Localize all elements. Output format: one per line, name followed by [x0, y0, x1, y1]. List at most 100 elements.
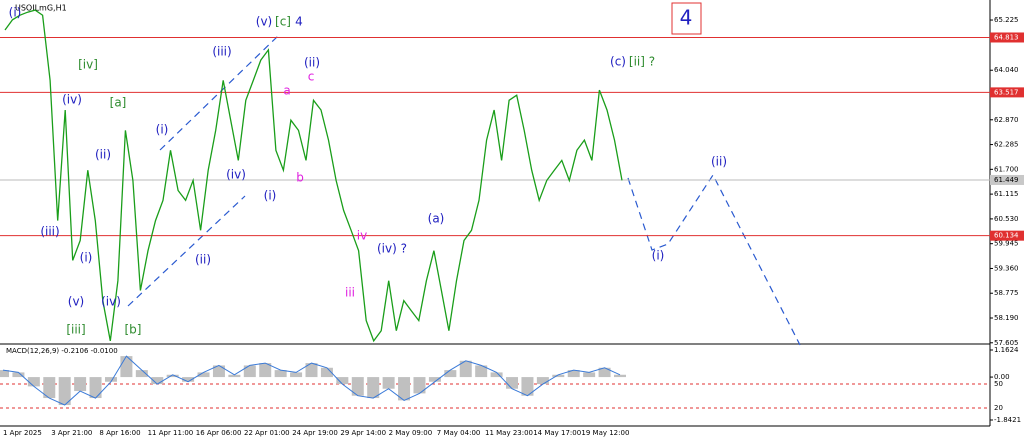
x-tick-label: 16 Apr 06:00	[196, 429, 242, 437]
macd-bar	[74, 377, 87, 392]
macd-bar	[583, 372, 596, 378]
level-label: 60.134	[994, 232, 1019, 240]
wave-label: [ii] ?	[629, 55, 655, 69]
macd-bar	[243, 365, 256, 378]
macd-bar	[398, 377, 411, 401]
osc-level-label: 20	[994, 404, 1003, 412]
wave-label: [iii]	[66, 323, 85, 337]
y-tick-label: 62.870	[994, 116, 1019, 124]
macd-bar	[614, 374, 626, 378]
wave-label: (a)	[428, 212, 445, 226]
wave-label: (i)	[80, 251, 93, 265]
y-tick-label: 57.605	[994, 339, 1019, 347]
x-tick-label: 14 May 17:00	[533, 429, 581, 437]
wave-label: a	[283, 84, 290, 98]
level-tag	[990, 32, 1024, 43]
macd-bar	[43, 377, 56, 399]
level-label: 64.813	[994, 33, 1019, 41]
badge: 4	[680, 6, 693, 30]
macd-bar	[536, 377, 549, 385]
wave-label: (iv)	[62, 93, 82, 107]
macd-line	[2, 355, 621, 406]
y-tick-label: 58.775	[994, 289, 1019, 297]
macd-bar	[182, 377, 195, 382]
macd-bar	[166, 374, 179, 378]
macd-tick-label: -1.8421	[994, 416, 1021, 424]
current-price-label: 61.449	[994, 176, 1019, 184]
wave-label: (iv) ?	[377, 242, 407, 256]
symbol: USOILmG,H1	[15, 4, 67, 13]
macd-bar	[228, 374, 241, 378]
x-tick-label: 1 Apr 2025	[3, 429, 42, 437]
y-tick-label: 62.285	[994, 141, 1019, 149]
y-tick-label: 58.190	[994, 314, 1019, 322]
wave-label: (c)	[610, 55, 626, 69]
macd-tick-label: 1.1624	[994, 346, 1019, 354]
macd-tick-label: 0.00	[994, 373, 1010, 381]
wave-label: [iv]	[78, 58, 98, 72]
y-tick-label: 61.700	[994, 165, 1019, 173]
x-tick-label: 19 May 12:00	[581, 429, 629, 437]
macd-bar	[27, 377, 40, 387]
level-tag	[990, 87, 1024, 98]
wave-label: (iii)	[40, 225, 59, 239]
osc-level-label: 50	[994, 380, 1003, 388]
x-tick-label: 29 Apr 14:00	[340, 429, 386, 437]
macd-bar	[367, 377, 380, 399]
y-tick-label: 60.530	[994, 215, 1019, 223]
level-tag	[990, 230, 1024, 241]
macd-bar	[290, 372, 303, 378]
x-tick-label: 7 May 04:00	[437, 429, 481, 437]
macd-bar	[58, 377, 71, 406]
projected-path	[627, 173, 801, 346]
wave-label: (ii)	[195, 253, 211, 267]
macd-label: MACD(12,26,9) -0.2106 -0.0100	[6, 347, 118, 355]
macd-bar	[135, 370, 148, 378]
wave-label: [b]	[125, 323, 142, 337]
wave-label: [a]	[110, 96, 127, 110]
y-tick-label: 61.115	[994, 190, 1019, 198]
macd-bar	[12, 372, 25, 378]
macd-bar	[506, 377, 519, 389]
macd-bar	[305, 363, 318, 378]
macd-bar	[212, 365, 225, 378]
wave-label: (iv)	[226, 168, 246, 182]
x-tick-label: 8 Apr 16:00	[99, 429, 140, 437]
channel	[127, 35, 279, 307]
macd-bar	[197, 372, 210, 378]
macd-bar	[459, 360, 472, 378]
wave-label: b	[296, 171, 304, 185]
badge-box	[671, 2, 702, 35]
wave-label: (i)	[264, 189, 277, 203]
macd-bar	[428, 377, 441, 382]
x-tick-label: 3 Apr 21:00	[51, 429, 92, 437]
wave-label: (ii)	[304, 56, 320, 70]
macd-bar	[104, 377, 117, 382]
macd-bar	[0, 370, 9, 378]
macd-bar	[320, 367, 333, 378]
macd-bar	[120, 356, 133, 378]
macd-bar	[567, 370, 580, 378]
x-tick-label: 11 Apr 11:00	[148, 429, 194, 437]
y-tick-label: 59.945	[994, 240, 1019, 248]
wave-label: (ii)	[95, 148, 111, 162]
wave-label: (i)	[9, 6, 22, 20]
wave-label: (v)	[68, 295, 84, 309]
macd-bar	[351, 377, 364, 396]
level-label: 63.517	[994, 88, 1019, 96]
macd-bar	[336, 377, 349, 385]
y-tick-label: 64.040	[994, 66, 1019, 74]
wave-label: (ii)	[711, 155, 727, 169]
macd-bar	[444, 370, 457, 378]
wave-label: c	[308, 70, 315, 84]
x-tick-label: 11 May 23:00	[485, 429, 533, 437]
macd-bar	[490, 372, 503, 378]
macd-bar	[598, 367, 611, 378]
macd-bar	[475, 365, 488, 378]
macd-bar	[382, 377, 395, 389]
macd-bar	[89, 377, 102, 399]
x-tick-label: 2 May 09:00	[389, 429, 433, 437]
wave-label: iv	[357, 229, 367, 243]
